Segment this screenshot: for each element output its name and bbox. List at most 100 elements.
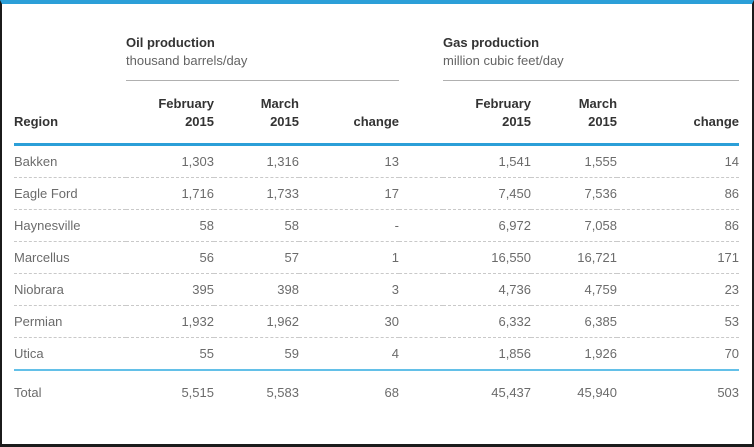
- total-oil-february-value: 5,515: [126, 369, 214, 438]
- region-name-cell: Utica: [14, 346, 44, 361]
- oil-february-value-cell: 1,716: [181, 186, 214, 201]
- oil-march-year: 2015: [270, 114, 299, 129]
- oil-change-column-header: change: [299, 80, 400, 146]
- oil-change-value-cell: 30: [384, 314, 400, 329]
- oil-change-value-cell: 13: [384, 154, 400, 169]
- gas-march-value-cell: 1,555: [584, 154, 618, 169]
- gas-production-unit: million cubic feet/day: [443, 53, 564, 68]
- gas-february-value-cell: 7,450: [498, 186, 532, 201]
- gas-change-value-cell: 14: [724, 154, 740, 169]
- oil-february-value-cell: 1,932: [181, 314, 214, 329]
- oil-march-column-header: March 2015: [214, 80, 299, 146]
- region-name-cell: Niobrara: [14, 282, 64, 297]
- row-spacer-cell: [399, 274, 443, 306]
- oil-march-value-cell: 398: [277, 282, 299, 297]
- oil-change-value-cell: 4: [391, 346, 400, 361]
- gas-march-value-cell: 6,385: [584, 314, 618, 329]
- table-row: Utica 55 59 4 1,856 1,926 70: [14, 338, 739, 371]
- row-spacer-cell: [399, 210, 443, 242]
- total-gas-february-value: 45,437: [443, 369, 532, 438]
- oil-march-label: March: [260, 96, 299, 111]
- gas-production-title: Gas production: [443, 35, 540, 50]
- gas-change-value-cell: 23: [724, 282, 740, 297]
- total-row-spacer: [399, 369, 444, 438]
- gas-february-value-cell: 6,332: [498, 314, 532, 329]
- total-gas-change-value: 503: [617, 369, 740, 438]
- gas-march-value-cell: 4,759: [584, 282, 618, 297]
- group-header-spacer: [399, 4, 443, 81]
- gas-february-value-cell: 6,972: [498, 218, 532, 233]
- group-header-empty-cell: [14, 4, 126, 81]
- oil-change-value-cell: 3: [391, 282, 400, 297]
- row-spacer-cell: [399, 242, 443, 274]
- gas-february-label: February: [475, 96, 532, 111]
- gas-february-value-cell: 16,550: [491, 250, 532, 265]
- oil-february-value-cell: 1,303: [181, 154, 214, 169]
- oil-february-label: February: [158, 96, 214, 111]
- gas-february-year: 2015: [502, 114, 532, 129]
- gas-february-column-header: February 2015: [443, 80, 532, 146]
- gas-march-value-cell: 1,926: [584, 346, 618, 361]
- table-row: Marcellus 56 57 1 16,550 16,721 171: [14, 242, 740, 274]
- table-header: Oil production thousand barrels/day Gas …: [14, 4, 740, 146]
- row-spacer-cell: [399, 178, 443, 210]
- column-header-row: Region February 2015 March 2015 change F…: [14, 80, 740, 146]
- oil-march-value-cell: 59: [284, 346, 299, 361]
- oil-production-title: Oil production: [126, 35, 215, 50]
- oil-march-value-cell: 1,316: [266, 154, 299, 169]
- table-row: Permian 1,932 1,962 30 6,332 6,385 53: [14, 306, 740, 338]
- total-label: Total: [14, 369, 126, 438]
- table-footer: Total 5,515 5,583 68 45,437 45,940 503: [14, 369, 740, 438]
- oil-production-unit: thousand barrels/day: [126, 53, 248, 68]
- gas-change-value-cell: 70: [724, 346, 740, 361]
- region-name-cell: Bakken: [14, 154, 58, 169]
- oil-february-value-cell: 58: [199, 218, 214, 233]
- table-row: Eagle Ford 1,716 1,733 17 7,450 7,536 86: [14, 178, 740, 210]
- gas-march-value-cell: 7,536: [584, 186, 618, 201]
- gas-change-value-cell: 171: [717, 250, 740, 265]
- total-gas-march-value: 45,940: [531, 369, 618, 438]
- table-body: Bakken 1,303 1,316 13 1,541 1,555 14 Eag…: [14, 145, 740, 371]
- gas-february-value-cell: 1,541: [498, 154, 532, 169]
- total-row: Total 5,515 5,583 68 45,437 45,940 503: [14, 369, 740, 438]
- gas-march-label: March: [578, 96, 618, 111]
- gas-march-year: 2015: [588, 114, 618, 129]
- oil-february-year: 2015: [185, 114, 214, 129]
- total-oil-march-value: 5,583: [214, 369, 299, 438]
- oil-february-value-cell: 56: [199, 250, 214, 265]
- gas-change-value-cell: 53: [724, 314, 740, 329]
- group-header-row: Oil production thousand barrels/day Gas …: [14, 4, 740, 81]
- gas-march-column-header: March 2015: [531, 80, 618, 146]
- row-spacer-cell: [399, 306, 443, 338]
- oil-change-value-cell: 1: [391, 250, 400, 265]
- oil-march-value-cell: 1,733: [266, 186, 299, 201]
- region-name-cell: Permian: [14, 314, 63, 329]
- gas-change-value-cell: 86: [724, 218, 740, 233]
- table-row: Bakken 1,303 1,316 13 1,541 1,555 14: [14, 145, 740, 178]
- gas-change-value-cell: 86: [724, 186, 740, 201]
- row-spacer-cell: [399, 145, 443, 178]
- oil-february-value-cell: 55: [199, 346, 214, 361]
- table-row: Niobrara 395 398 3 4,736 4,759 23: [14, 274, 740, 306]
- gas-change-column-header: change: [617, 80, 740, 146]
- oil-march-value-cell: 57: [284, 250, 299, 265]
- row-spacer-cell: [399, 338, 443, 371]
- region-column-header: Region: [14, 80, 126, 146]
- oil-production-group-header: Oil production thousand barrels/day: [126, 4, 400, 81]
- table-row: Haynesville 58 58 - 6,972 7,058 86: [14, 210, 740, 242]
- total-oil-change-value: 68: [299, 369, 400, 438]
- oil-february-column-header: February 2015: [126, 80, 214, 146]
- region-name-cell: Marcellus: [14, 250, 70, 265]
- column-header-spacer: [399, 80, 444, 146]
- gas-march-value-cell: 16,721: [577, 250, 618, 265]
- oil-february-value-cell: 395: [192, 282, 214, 297]
- region-name-cell: Haynesville: [14, 218, 81, 233]
- gas-production-group-header: Gas production million cubic feet/day: [443, 4, 740, 81]
- gas-february-value-cell: 4,736: [498, 282, 532, 297]
- oil-march-value-cell: 58: [284, 218, 299, 233]
- oil-march-value-cell: 1,962: [266, 314, 299, 329]
- gas-march-value-cell: 7,058: [584, 218, 618, 233]
- production-table: Oil production thousand barrels/day Gas …: [14, 4, 740, 438]
- gas-february-value-cell: 1,856: [498, 346, 532, 361]
